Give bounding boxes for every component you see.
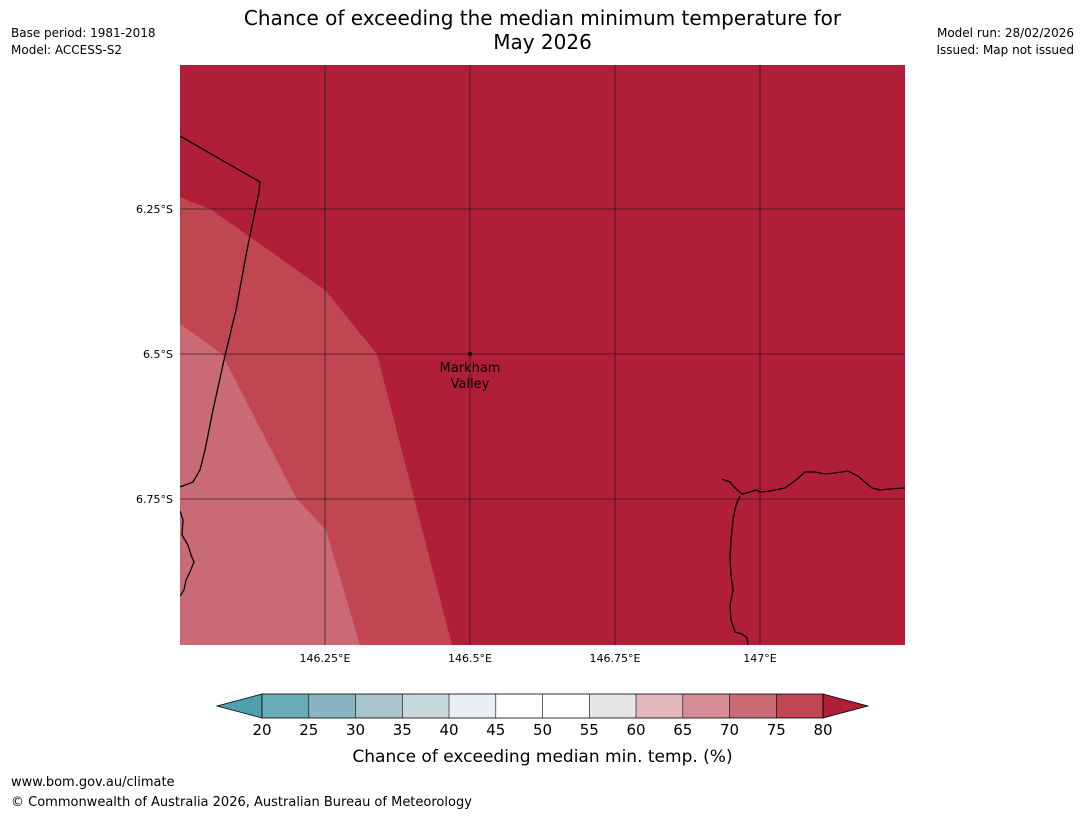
- lon-label-146-75: 146.75°E: [590, 652, 641, 665]
- base-period-text: Base period: 1981-2018: [11, 26, 156, 40]
- colorbar: 20 25 30 35 40 45 50 55 60 65 70 75 80 C…: [215, 693, 870, 767]
- colorbar-tick-20: 20: [252, 721, 271, 739]
- colorbar-tick-40: 40: [439, 721, 458, 739]
- lon-label-146-5: 146.5°E: [448, 652, 492, 665]
- colorbar-seg-20-25: [262, 694, 309, 718]
- colorbar-tick-65: 65: [673, 721, 692, 739]
- colorbar-outline: [261, 693, 824, 719]
- colorbar-seg-45-50: [495, 694, 543, 718]
- colorbar-tick-70: 70: [720, 721, 739, 739]
- colorbar-tick-80: 80: [813, 721, 832, 739]
- coast-west: [180, 510, 195, 597]
- colorbar-tick-60: 60: [626, 721, 645, 739]
- colorbar-tick-75: 75: [767, 721, 786, 739]
- place-label-line2: Valley: [451, 377, 490, 392]
- place-marker: [468, 352, 472, 356]
- colorbar-tick-30: 30: [346, 721, 365, 739]
- colorbar-seg-30-35: [355, 694, 403, 718]
- colorbar-seg-50-55: [542, 694, 590, 718]
- colorbar-seg-75-80: [776, 694, 824, 718]
- coast-south: [729, 495, 749, 645]
- colorbar-tick-55: 55: [580, 721, 599, 739]
- colorbar-extend-high: [822, 693, 870, 719]
- colorbar-label: Chance of exceeding median min. temp. (%…: [352, 747, 732, 767]
- colorbar-seg-25-30: [308, 694, 356, 718]
- colorbar-tick-35: 35: [393, 721, 412, 739]
- meta-right: Model run: 28/02/2026 Issued: Map not is…: [936, 25, 1074, 59]
- colorbar-tick-50: 50: [533, 721, 552, 739]
- meta-left: Base period: 1981-2018 Model: ACCESS-S2: [11, 25, 156, 59]
- zone-70-75: [180, 324, 360, 645]
- lat-label-6-5: 6.5°S: [143, 348, 173, 361]
- lon-label-146-25: 146.25°E: [300, 652, 351, 665]
- colorbar-seg-35-40: [402, 694, 450, 718]
- colorbar-seg-60-65: [636, 694, 683, 718]
- issued-text: Issued: Map not issued: [936, 43, 1074, 57]
- colorbar-seg-40-45: [449, 694, 496, 718]
- coast-east: [721, 470, 905, 495]
- map-title-line1: Chance of exceeding the median minimum t…: [243, 6, 842, 30]
- model-text: Model: ACCESS-S2: [11, 43, 123, 57]
- model-run-text: Model run: 28/02/2026: [936, 26, 1074, 40]
- lat-label-6-25: 6.25°S: [136, 203, 173, 216]
- colorbar-seg-70-75: [729, 694, 777, 718]
- colorbar-extend-low: [215, 693, 263, 719]
- map-panel: Markham Valley: [180, 65, 905, 645]
- coastlines: [180, 135, 905, 645]
- lat-label-6-75: 6.75°S: [136, 493, 173, 506]
- map-title: Chance of exceeding the median minimum t…: [0, 6, 1085, 54]
- footer-copyright: © Commonwealth of Australia 2026, Austra…: [11, 795, 472, 810]
- colorbar-seg-65-70: [682, 694, 730, 718]
- colorbar-seg-55-60: [589, 694, 637, 718]
- border-line: [180, 135, 261, 488]
- map-title-line2: May 2026: [493, 30, 592, 54]
- colorbar-tick-45: 45: [486, 721, 505, 739]
- lon-label-147: 147°E: [743, 652, 776, 665]
- footer-url[interactable]: www.bom.gov.au/climate: [11, 775, 175, 790]
- colorbar-tick-25: 25: [299, 721, 318, 739]
- place-label-line1: Markham: [440, 361, 501, 376]
- graticule: [180, 65, 905, 645]
